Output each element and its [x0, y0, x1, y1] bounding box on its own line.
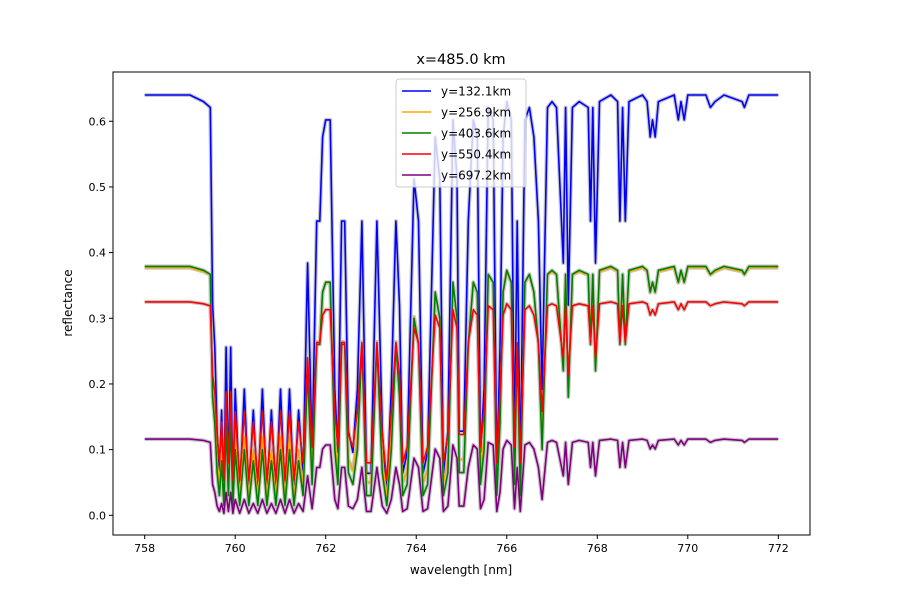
x-tick-label: 758: [134, 542, 155, 555]
series-layer: [144, 93, 779, 516]
x-tick-label: 762: [315, 542, 336, 555]
series-line-2: [144, 265, 779, 507]
x-tick-label: 772: [768, 542, 789, 555]
legend-frame: [395, 78, 527, 188]
legend-label: y=403.6km: [441, 127, 511, 141]
y-tick-label: 0.3: [89, 312, 107, 325]
y-tick-label: 0.0: [89, 509, 107, 522]
legend: y=132.1km y=256.9km y=403.6km y=550.4km y=69…: [395, 78, 527, 188]
y-axis-label: reflectance: [61, 269, 75, 336]
axes-frame: [112, 71, 811, 536]
series-line-3: [144, 301, 779, 482]
legend-label: y=697.2km: [441, 169, 511, 183]
chart-title: x=485.0 km: [416, 52, 505, 68]
y-tick-label: 0.4: [89, 247, 107, 260]
x-tick-label: 768: [587, 542, 608, 555]
y-tick-label: 0.2: [89, 378, 107, 391]
x-tick-label: 770: [677, 542, 698, 555]
legend-label: y=256.9km: [441, 106, 511, 120]
y-tick-label: 0.5: [89, 181, 107, 194]
x-tick-label: 764: [406, 542, 427, 555]
series-line-4: [144, 438, 779, 515]
legend-label: y=132.1km: [441, 85, 511, 99]
x-tick-label: 766: [496, 542, 517, 555]
legend-label: y=550.4km: [441, 148, 511, 162]
y-tick-label: 0.6: [89, 115, 107, 128]
x-axis-label: wavelength [nm]: [410, 563, 512, 577]
ticks-layer: 758 760 762 764 766 768 770 772 0.0 0.1 0.2 0.3 0.4 0…: [89, 115, 789, 555]
y-tick-label: 0.1: [89, 444, 107, 457]
x-tick-label: 760: [225, 542, 246, 555]
